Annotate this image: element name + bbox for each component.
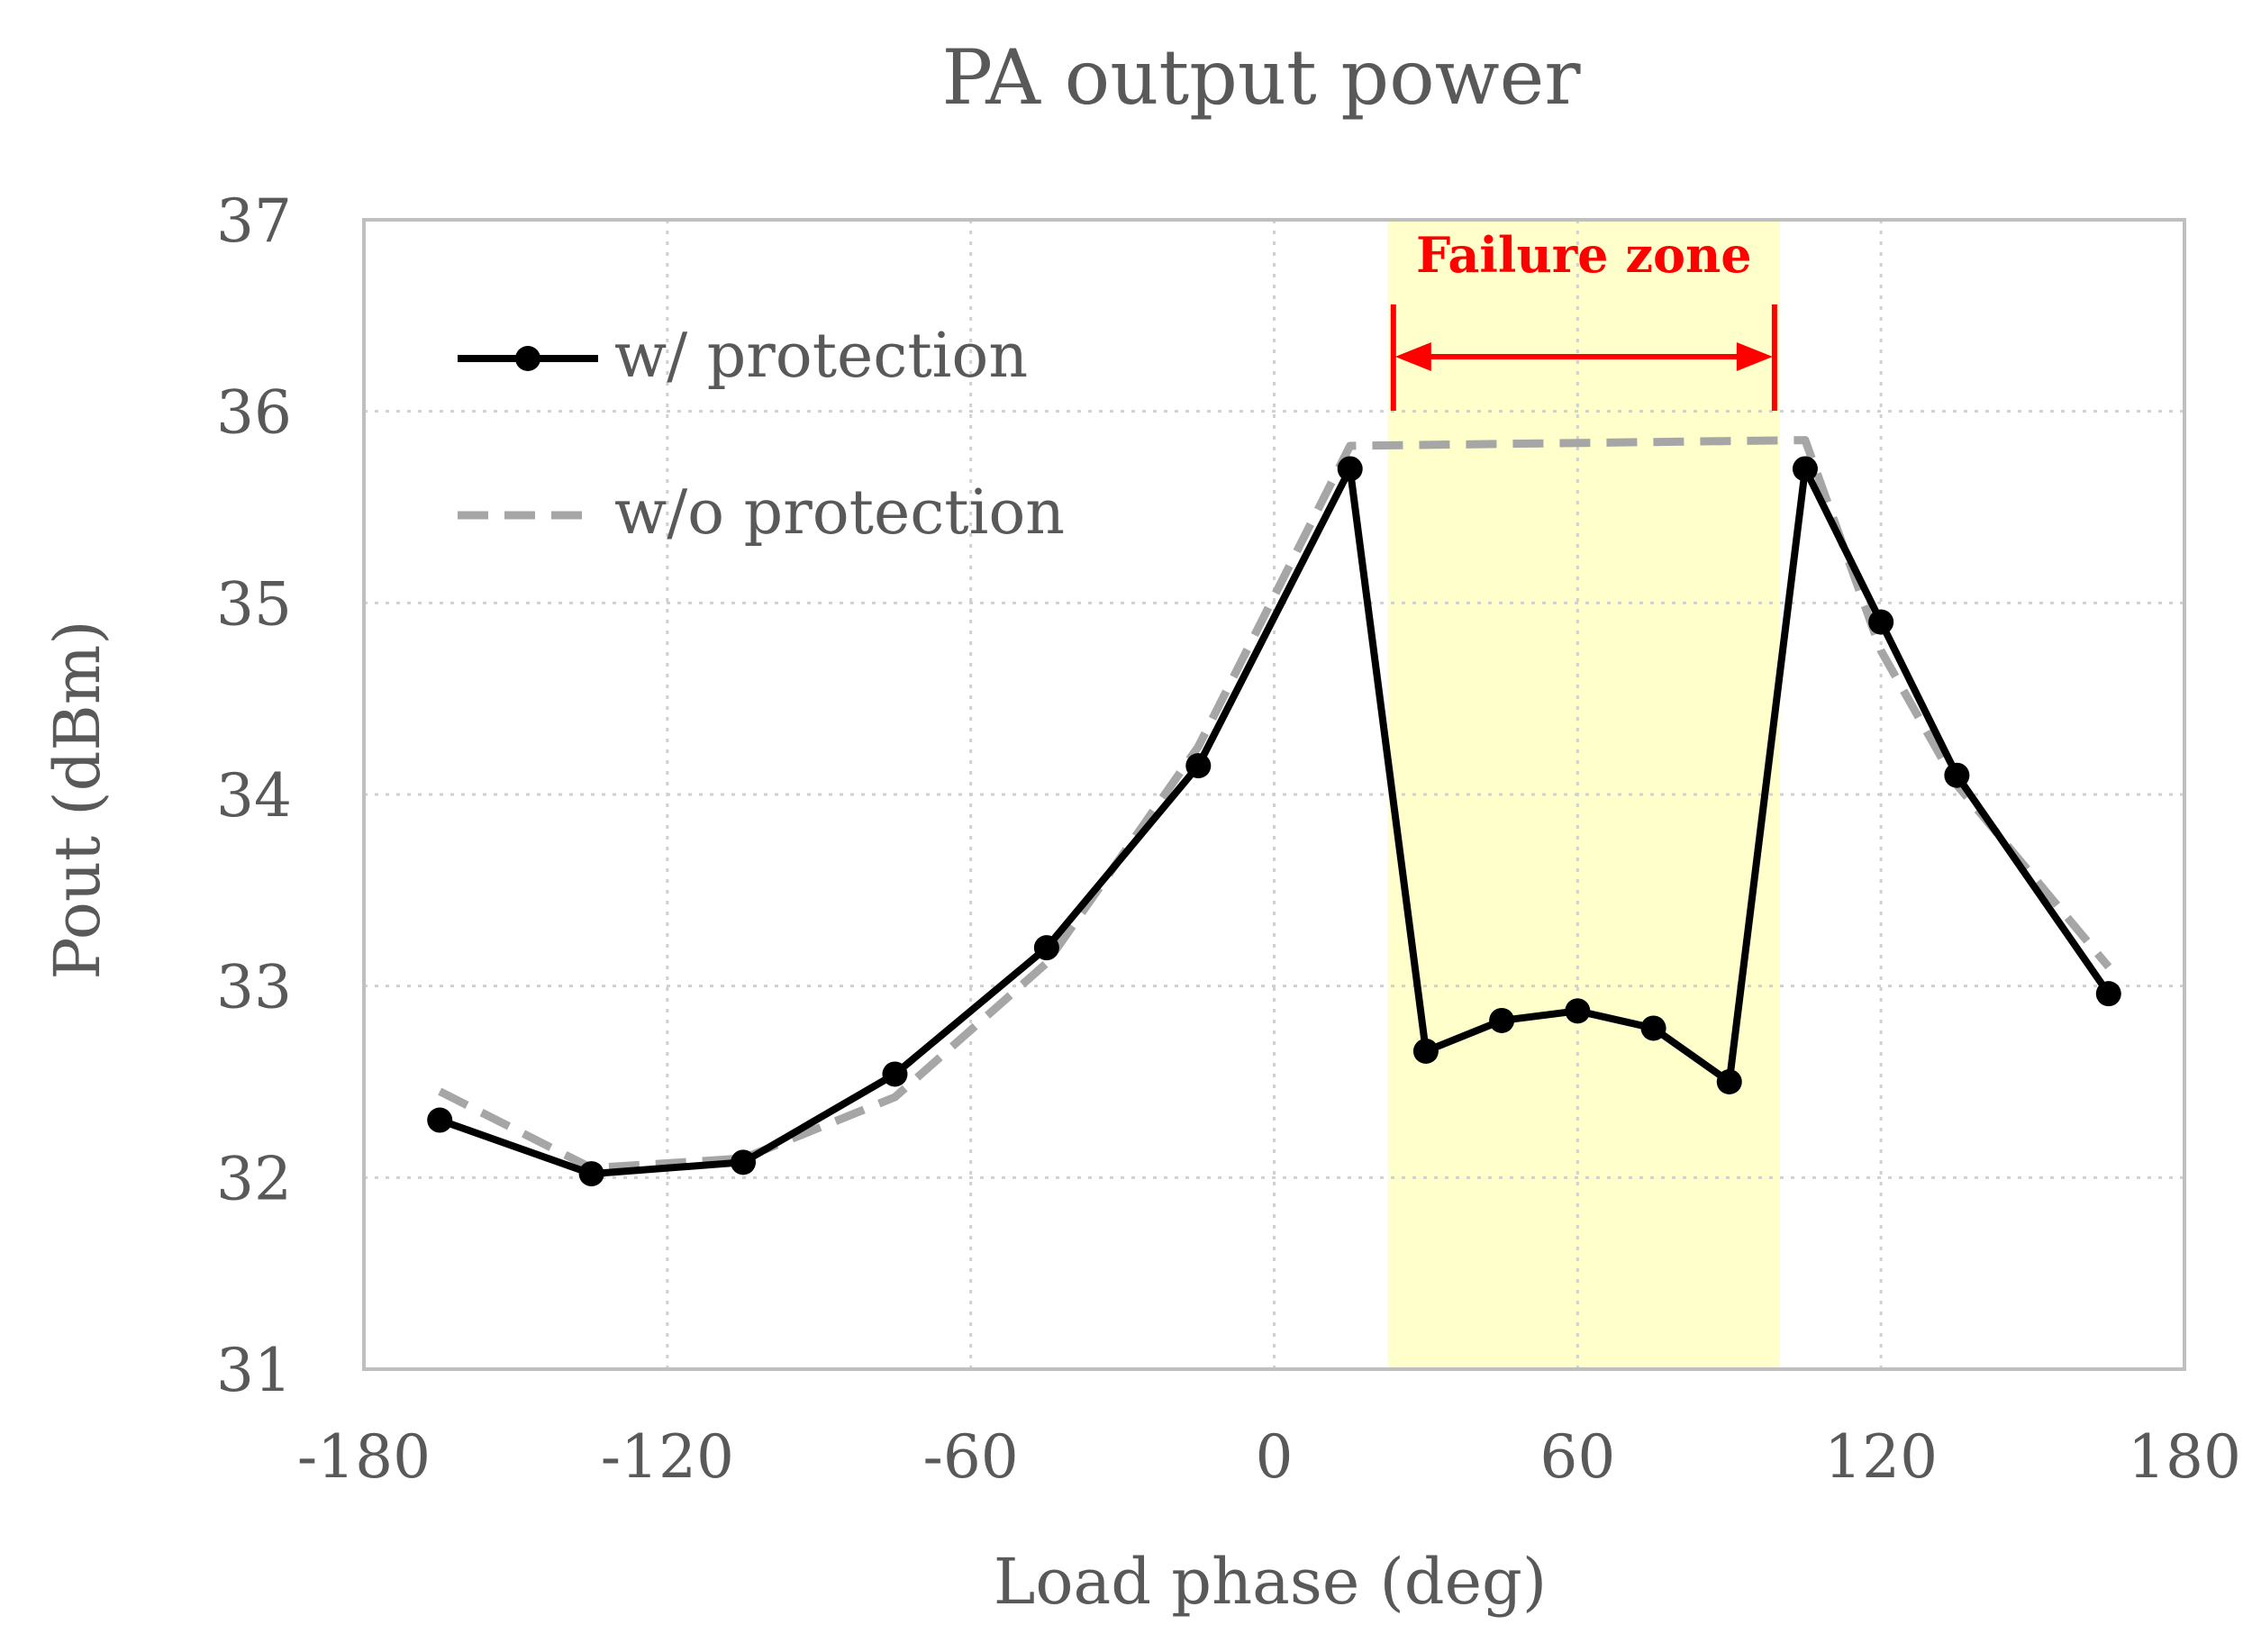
x-tick-label: 180: [2128, 1422, 2241, 1492]
data-point-with-protection: [1185, 753, 1212, 779]
data-point-with-protection: [1489, 1007, 1515, 1033]
legend-marker-with-protection: [515, 346, 540, 371]
y-tick-label: 37: [216, 186, 292, 256]
x-tick-label: 120: [1824, 1422, 1938, 1492]
data-point-with-protection: [731, 1149, 757, 1175]
data-point-with-protection: [1412, 1038, 1439, 1064]
x-tick-label: -120: [601, 1422, 734, 1492]
data-point-with-protection: [1565, 998, 1591, 1024]
x-tick-label: -60: [923, 1422, 1019, 1492]
data-point-with-protection: [427, 1107, 453, 1133]
y-tick-label: 31: [216, 1336, 292, 1405]
x-axis-label: Load phase (deg): [994, 1545, 1547, 1619]
data-point-with-protection: [1868, 609, 1894, 635]
failure-zone-arrowhead-right: [1736, 342, 1773, 371]
data-point-with-protection: [2095, 981, 2121, 1007]
series-line-without-protection: [438, 436, 2112, 1173]
series-line-with-protection: [438, 465, 2112, 1178]
data-point-with-protection: [1792, 456, 1818, 482]
y-tick-label: 33: [216, 953, 292, 1022]
x-tick-label: -180: [297, 1422, 431, 1492]
data-point-with-protection: [578, 1161, 604, 1187]
data-point-with-protection: [1640, 1015, 1666, 1041]
y-tick-label: 34: [216, 761, 292, 831]
y-tick-label: 35: [216, 569, 292, 639]
y-tick-label: 36: [216, 378, 292, 448]
x-tick-label: 60: [1539, 1422, 1615, 1492]
legend-label-with-protection: w/ protection: [614, 321, 1028, 392]
data-point-with-protection: [1716, 1069, 1742, 1094]
x-tick-label: 0: [1256, 1422, 1294, 1492]
failure-zone-shade: [1387, 220, 1780, 1369]
data-point-with-protection: [1337, 456, 1363, 482]
data-point-with-protection: [1033, 935, 1059, 961]
y-tick-label: 32: [216, 1144, 292, 1213]
plot-frame: [362, 218, 2186, 1371]
failure-zone-arrowhead-left: [1394, 342, 1431, 371]
y-axis-label: Pout (dBm): [41, 620, 114, 979]
legend-label-without-protection: w/o protection: [614, 477, 1065, 549]
data-point-with-protection: [1944, 762, 1970, 788]
data-point-with-protection: [882, 1061, 908, 1087]
failure-zone-label: Failure zone: [1416, 226, 1752, 284]
legend: w/ protection w/o protection: [458, 321, 1065, 549]
chart-title: PA output power: [941, 33, 1581, 122]
